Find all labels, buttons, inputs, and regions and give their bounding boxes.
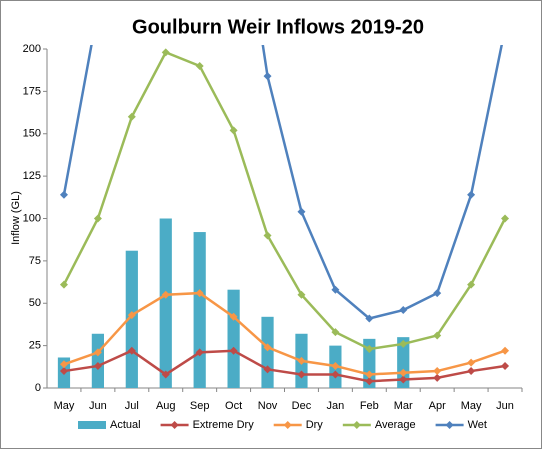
x-tick-label: Apr — [429, 400, 446, 412]
marker — [331, 285, 340, 294]
marker — [161, 290, 170, 299]
marker — [501, 214, 510, 223]
legend-marker — [352, 421, 361, 429]
marker — [501, 346, 510, 355]
marker — [263, 343, 272, 352]
marker — [59, 190, 68, 199]
marker — [467, 280, 476, 289]
x-tick-label: Jan — [327, 400, 345, 412]
x-tick-label: Jun — [496, 400, 514, 412]
marker — [229, 346, 238, 355]
line — [62, 50, 507, 351]
marker — [127, 346, 136, 355]
y-tick-label: 75 — [29, 255, 41, 267]
marker — [331, 361, 340, 370]
marker — [365, 345, 374, 354]
legend-marker — [170, 421, 179, 429]
marker — [399, 306, 408, 315]
y-axis-label: Inflow (GL) — [10, 191, 22, 245]
marker — [229, 312, 238, 321]
marker — [399, 339, 408, 348]
marker — [263, 72, 272, 81]
marker — [433, 367, 442, 376]
x-tick-label: May — [54, 400, 75, 412]
y-tick-label: 100 — [23, 212, 41, 224]
marker — [229, 126, 238, 135]
legend-marker — [445, 421, 454, 429]
bar — [397, 337, 410, 388]
marker — [433, 331, 442, 340]
y-tick-label: 150 — [23, 128, 41, 140]
y-tick-label: 175 — [23, 85, 41, 97]
bar — [193, 232, 206, 388]
marker — [195, 61, 204, 70]
marker — [467, 367, 476, 376]
legend-swatch — [78, 421, 106, 429]
legend-label: Average — [375, 419, 416, 431]
y-tick-label: 200 — [23, 43, 41, 55]
bar — [227, 289, 240, 388]
x-tick-label: Nov — [258, 400, 278, 412]
marker — [331, 370, 340, 379]
marker — [365, 314, 374, 323]
x-tick-label: Mar — [394, 400, 413, 412]
y-tick-label: 50 — [29, 297, 41, 309]
marker — [127, 311, 136, 320]
legend-marker — [283, 421, 292, 429]
marker — [433, 373, 442, 382]
x-tick-label: Oct — [225, 400, 242, 412]
marker — [195, 348, 204, 357]
x-tick-label: Jun — [89, 400, 107, 412]
bar — [159, 218, 172, 388]
marker — [297, 290, 306, 299]
bar — [261, 316, 274, 388]
x-tick-label: Sep — [190, 400, 210, 412]
line — [62, 45, 503, 320]
marker — [501, 361, 510, 370]
marker — [365, 370, 374, 379]
chart-title: Goulburn Weir Inflows 2019-20 — [132, 16, 424, 38]
marker — [195, 289, 204, 298]
legend-label: Dry — [306, 419, 324, 431]
marker — [297, 207, 306, 216]
marker — [93, 361, 102, 370]
line — [63, 349, 506, 383]
marker — [93, 348, 102, 357]
marker — [127, 112, 136, 121]
legend-label: Extreme Dry — [193, 419, 255, 431]
marker — [59, 367, 68, 376]
marker — [59, 280, 68, 289]
marker — [93, 214, 102, 223]
y-tick-label: 0 — [35, 382, 41, 394]
y-tick-label: 125 — [23, 170, 41, 182]
marker — [399, 368, 408, 377]
line — [63, 291, 506, 376]
marker — [297, 370, 306, 379]
x-tick-label: Dec — [292, 400, 312, 412]
marker — [467, 190, 476, 199]
marker — [161, 48, 170, 57]
x-tick-label: Aug — [156, 400, 176, 412]
x-tick-label: May — [461, 400, 482, 412]
marker — [399, 375, 408, 384]
marker — [59, 360, 68, 369]
plot-area — [57, 45, 510, 388]
marker — [365, 377, 374, 386]
marker — [331, 328, 340, 337]
legend-label: Actual — [110, 419, 141, 431]
x-tick-label: Jul — [125, 400, 139, 412]
bar — [91, 333, 104, 388]
y-tick-label: 25 — [29, 340, 41, 352]
marker — [263, 231, 272, 240]
marker — [433, 289, 442, 298]
legend-label: Wet — [468, 419, 487, 431]
marker — [297, 356, 306, 365]
marker — [467, 358, 476, 367]
bar — [363, 338, 376, 388]
x-tick-label: Feb — [360, 400, 379, 412]
marker — [161, 370, 170, 379]
marker — [263, 365, 272, 374]
